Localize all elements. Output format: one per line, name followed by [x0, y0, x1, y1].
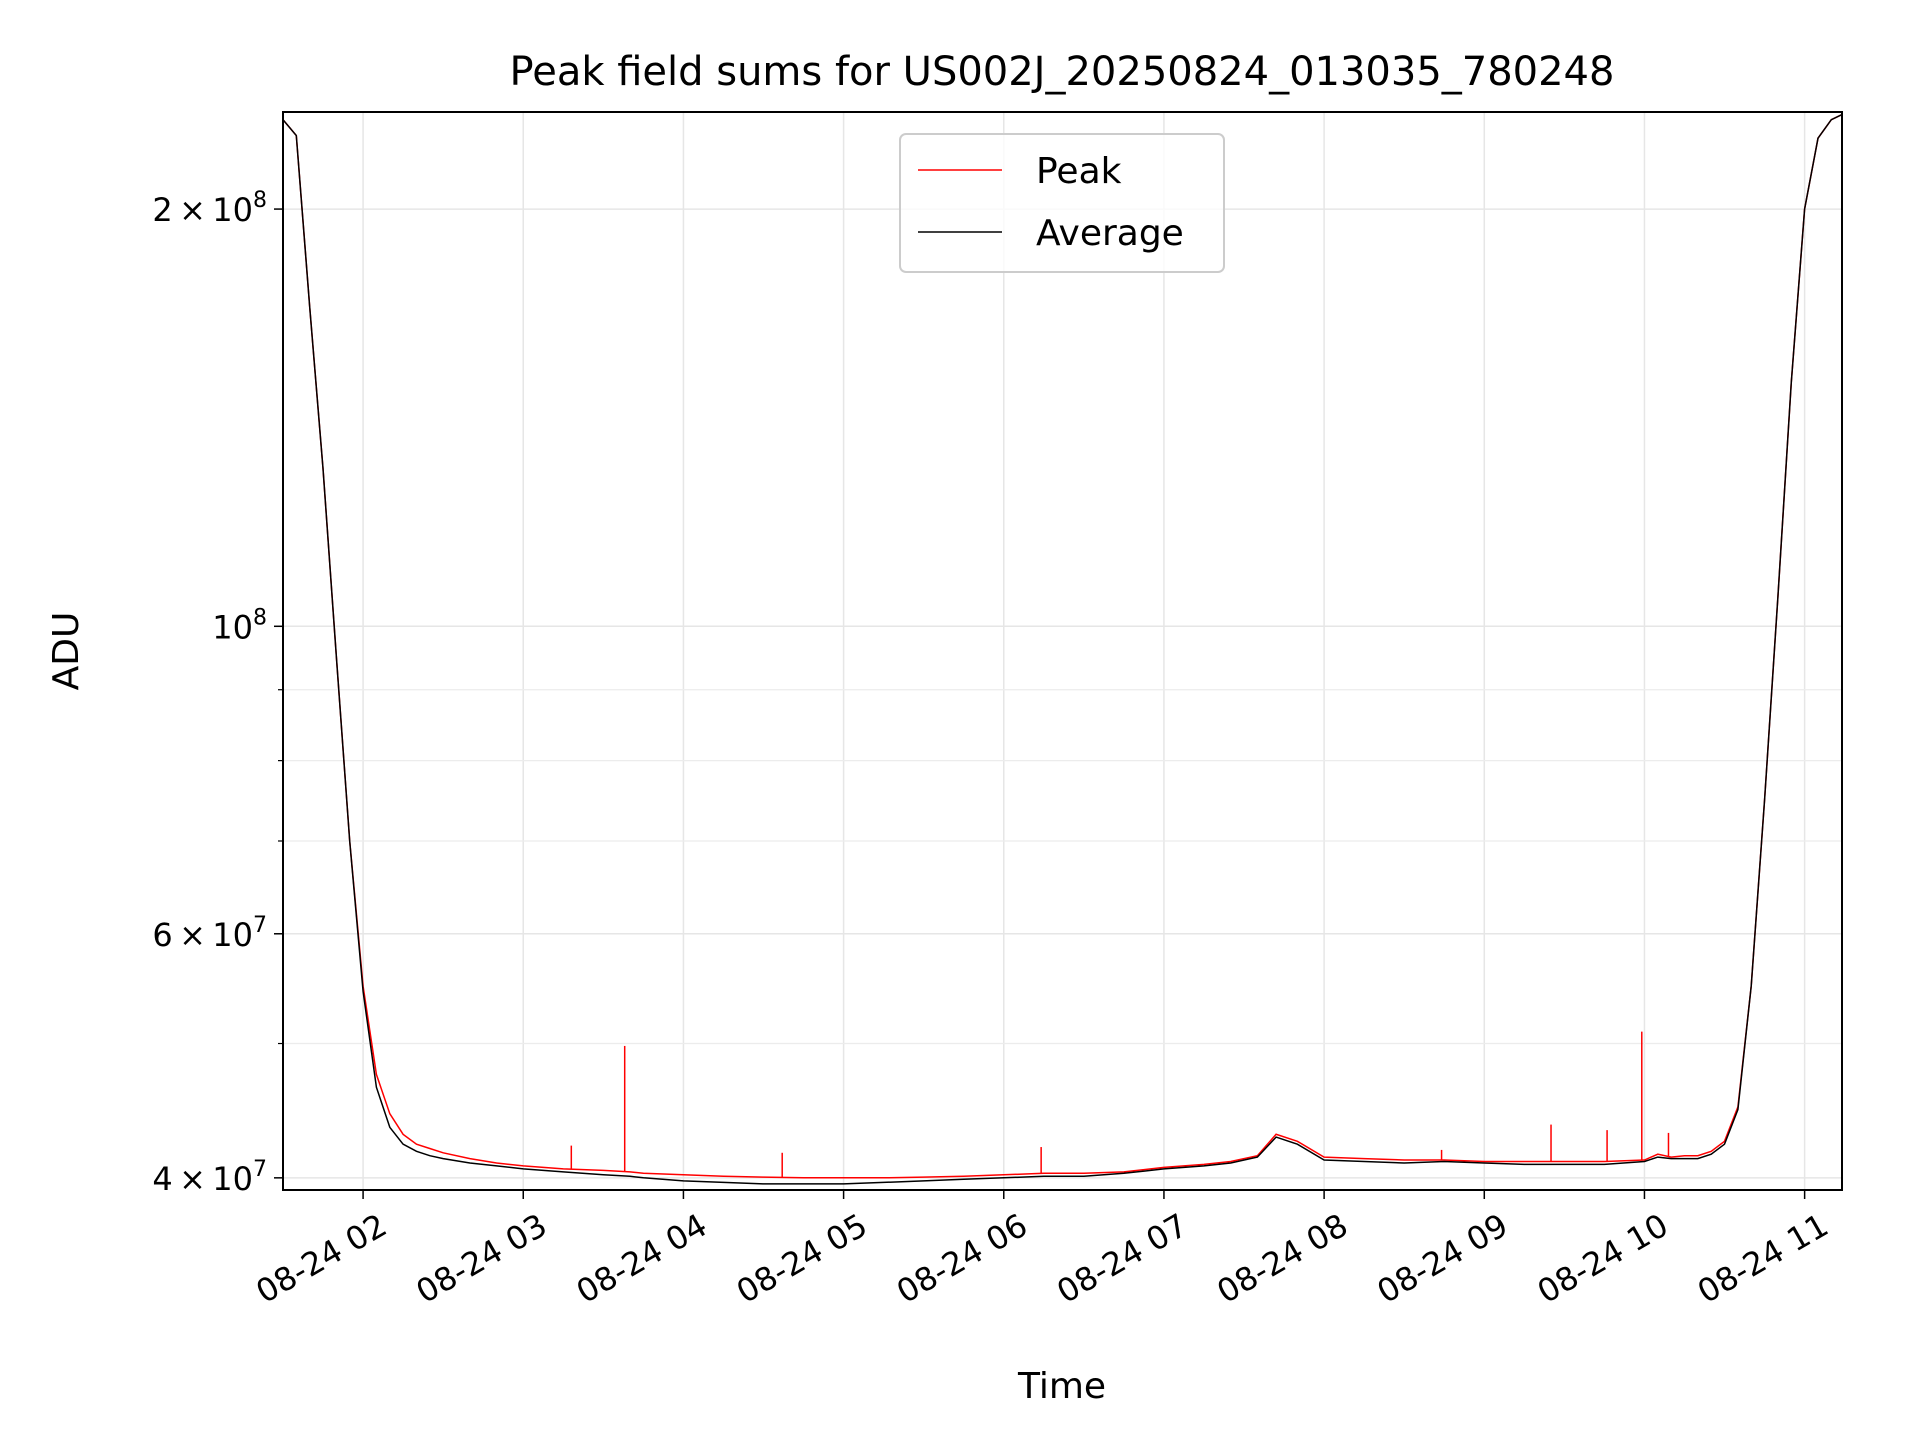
- legend-box: [899, 133, 1225, 273]
- series-line-peak: [283, 113, 1842, 1179]
- y-tick-label: 2 × 108: [152, 188, 267, 229]
- series-group: [283, 113, 1842, 1185]
- x-axis-label: Time: [1017, 1366, 1106, 1407]
- plot-frame: [282, 111, 1843, 1191]
- legend-label-average: Average: [1036, 213, 1184, 254]
- legend-label-peak: Peak: [1036, 151, 1122, 192]
- legend: Peak Average: [899, 133, 1225, 273]
- y-axis-label: ADU: [46, 612, 87, 691]
- chart-title: Peak field sums for US002J_20250824_0130…: [510, 49, 1615, 95]
- series-line-average: [283, 113, 1842, 1185]
- y-tick-label: 6 × 107: [152, 913, 267, 954]
- y-tick-label: 108: [212, 605, 267, 646]
- y-axis: 2 × 108 108 6 × 107 4 × 107: [152, 188, 283, 1198]
- y-tick-label: 4 × 107: [152, 1157, 267, 1198]
